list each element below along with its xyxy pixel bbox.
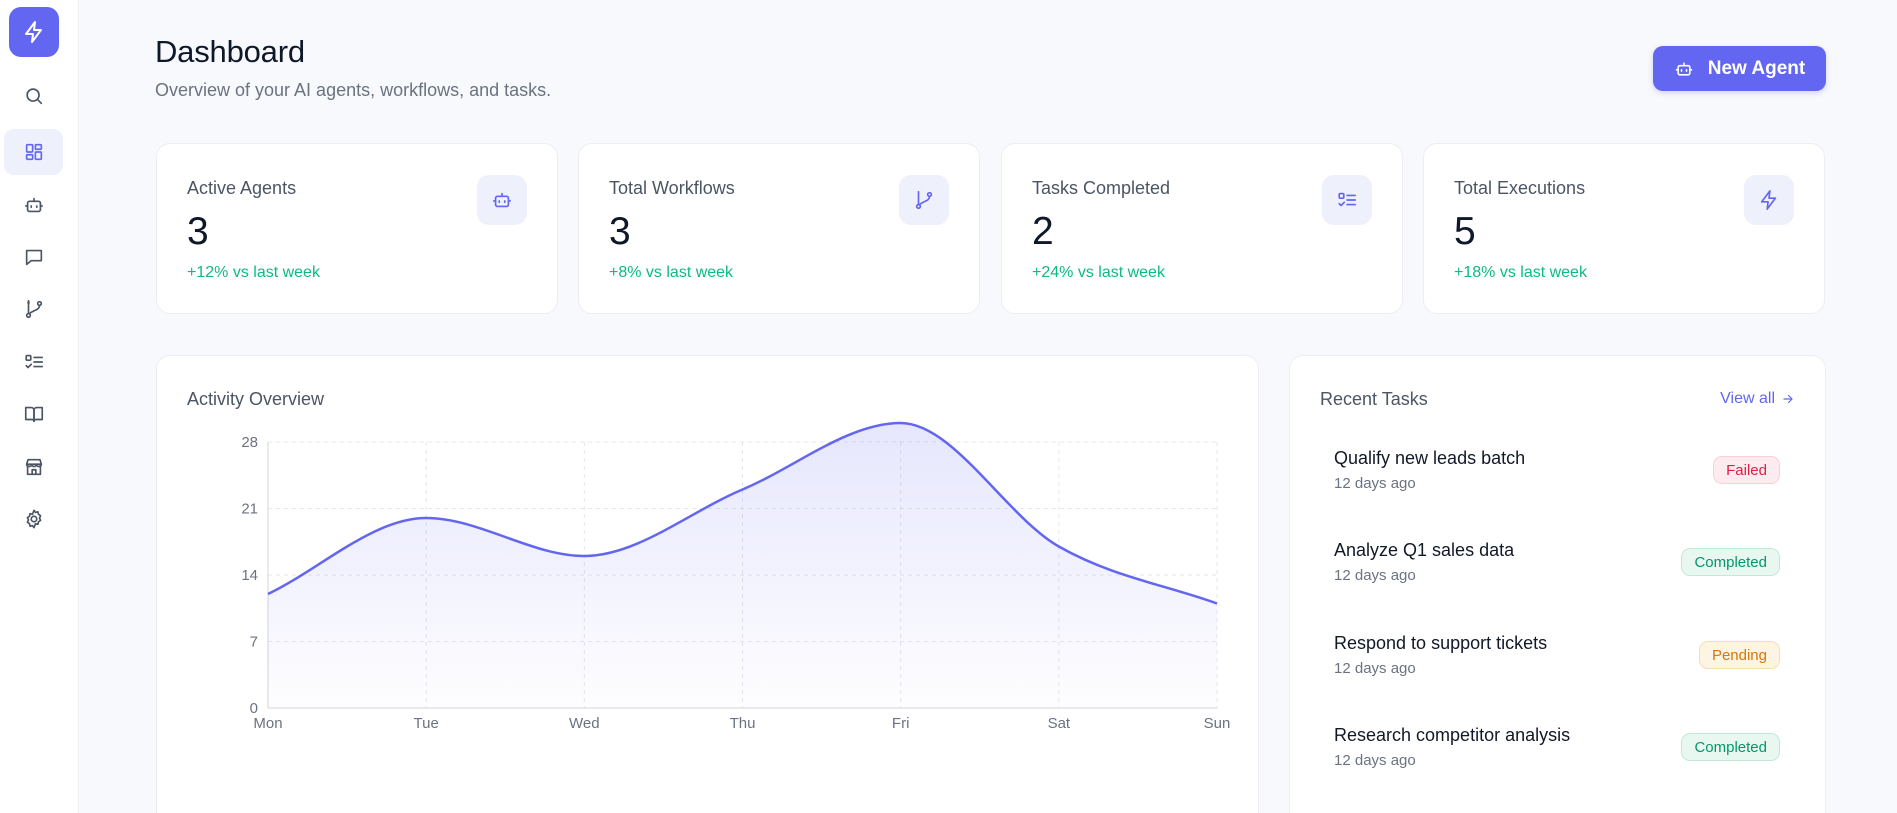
bolt-icon: [25, 21, 42, 43]
recent-tasks-panel: Recent Tasks View all Qualify new leads …: [1289, 355, 1826, 813]
bot-icon: [492, 192, 512, 208]
y-tick-label: 21: [241, 501, 258, 518]
x-tick-label: Sun: [1204, 715, 1231, 732]
stat-card-active-agents: Active Agents 3 +12% vs last week: [156, 143, 558, 314]
stat-label: Active Agents: [187, 178, 297, 198]
new-agent-label: New Agent: [1707, 57, 1806, 79]
sidebar-item-knowledge[interactable]: [4, 391, 63, 437]
task-title: Respond to support tickets: [1334, 633, 1548, 653]
activity-overview-panel: Activity Overview 0 7 14 21 28 Mon Tue Wed Thu Fr…: [156, 355, 1259, 813]
task-title: Research competitor analysis: [1334, 725, 1571, 745]
task-item[interactable]: Analyze Q1 sales data 12 days ago: [1334, 540, 1784, 584]
stat-card-total-executions: Total Executions 5 +18% vs last week: [1423, 143, 1825, 314]
new-agent-button[interactable]: New Agent: [1653, 46, 1826, 91]
task-time: 12 days ago: [1334, 752, 1416, 769]
stat-change: +12% vs last week: [187, 264, 320, 281]
tasks-icon: [1338, 192, 1357, 207]
task-time: 12 days ago: [1334, 475, 1416, 492]
sidebar-item-dashboard[interactable]: [4, 129, 63, 175]
sidebar-item-tasks[interactable]: [4, 339, 63, 385]
activity-chart: 0 7 14 21 28 Mon Tue Wed Thu Fri Sat Sun: [241, 421, 1231, 732]
chart-area: [268, 423, 1217, 708]
stat-card-total-workflows: Total Workflows 3 +8% vs last week: [578, 143, 980, 314]
sidebar-item-marketplace[interactable]: [4, 444, 63, 490]
stat-icon-wrap: [477, 175, 527, 225]
stat-icon-wrap: [899, 175, 949, 225]
sidebar: [0, 0, 79, 813]
task-title: Analyze Q1 sales data: [1334, 540, 1515, 560]
stat-card-tasks-completed: Tasks Completed 2 +24% vs last week: [1001, 143, 1403, 314]
stat-value: 3: [187, 210, 209, 253]
task-item[interactable]: Research competitor analysis 12 days ago: [1334, 725, 1784, 769]
task-time: 12 days ago: [1334, 567, 1416, 584]
stat-icon-wrap: [1744, 175, 1794, 225]
stat-label: Total Workflows: [609, 178, 735, 198]
view-all-label: View all: [1720, 390, 1775, 407]
stat-change: +18% vs last week: [1454, 264, 1587, 281]
status-badge: Completed: [1681, 733, 1780, 761]
task-item[interactable]: Qualify new leads batch 12 days ago: [1334, 448, 1784, 492]
sidebar-item-agents[interactable]: [4, 182, 63, 228]
stat-icon-wrap: [1322, 175, 1372, 225]
x-tick-label: Fri: [892, 715, 910, 732]
task-time: 12 days ago: [1334, 660, 1416, 677]
bolt-icon: [1760, 190, 1777, 210]
activity-title: Activity Overview: [187, 389, 325, 409]
sidebar-item-chat[interactable]: [4, 234, 63, 280]
status-badge: Completed: [1681, 548, 1780, 576]
dashboard-icon: [25, 143, 42, 161]
status-badge: Pending: [1698, 641, 1780, 669]
tasks-icon: [24, 354, 43, 369]
stat-value: 2: [1032, 210, 1054, 253]
x-tick-label: Mon: [253, 715, 282, 732]
sidebar-item-workflows[interactable]: [4, 286, 63, 332]
y-tick-label: 0: [250, 700, 258, 717]
app-logo[interactable]: [9, 7, 59, 57]
stat-label: Total Executions: [1454, 178, 1586, 198]
view-all-link[interactable]: View all: [1720, 390, 1795, 408]
store-icon: [25, 458, 42, 476]
stat-change: +24% vs last week: [1032, 264, 1165, 281]
status-badge: Failed: [1713, 456, 1780, 484]
page-title: Dashboard: [155, 34, 305, 69]
gear-icon: [26, 509, 41, 529]
chat-icon: [25, 249, 42, 266]
y-tick-label: 28: [241, 434, 258, 451]
x-tick-label: Sat: [1048, 715, 1071, 732]
book-icon: [24, 406, 43, 423]
task-item[interactable]: Respond to support tickets 12 days ago: [1334, 633, 1784, 677]
stat-value: 5: [1454, 210, 1476, 253]
recent-tasks-title: Recent Tasks: [1320, 389, 1428, 409]
task-title: Qualify new leads batch: [1334, 448, 1526, 468]
workflow-icon: [25, 299, 42, 319]
stat-value: 3: [609, 210, 631, 253]
y-tick-label: 7: [250, 634, 258, 651]
page-subtitle: Overview of your AI agents, workflows, a…: [155, 80, 552, 100]
x-tick-label: Thu: [730, 715, 756, 732]
x-tick-label: Wed: [569, 715, 600, 732]
arrow-right-icon: [1783, 394, 1793, 404]
workflow-icon: [915, 190, 933, 210]
search-icon: [25, 88, 42, 105]
stat-label: Tasks Completed: [1032, 178, 1171, 198]
sidebar-item-settings[interactable]: [4, 496, 63, 542]
y-tick-label: 14: [241, 567, 258, 584]
bot-icon: [1675, 61, 1693, 76]
x-tick-label: Tue: [414, 715, 439, 732]
stat-change: +8% vs last week: [609, 264, 734, 281]
chart-line: [267, 421, 1218, 605]
bot-icon: [24, 197, 43, 213]
sidebar-item-search[interactable]: [4, 73, 63, 119]
